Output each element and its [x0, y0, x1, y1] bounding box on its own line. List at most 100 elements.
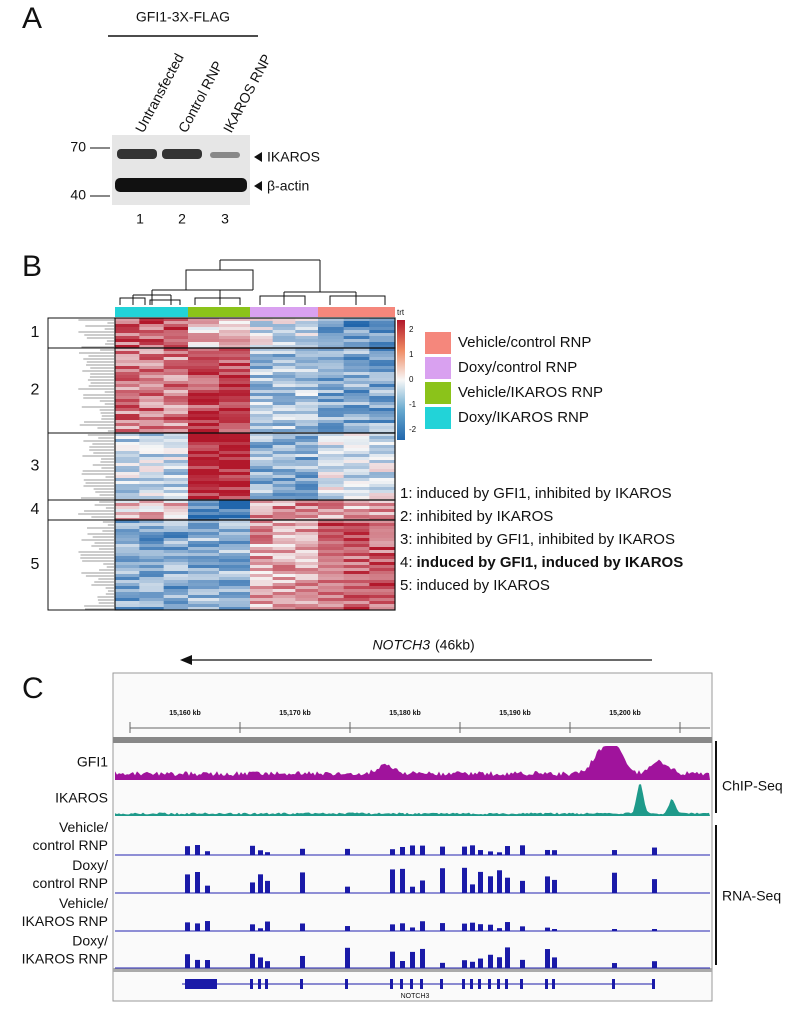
heat-cell [318, 381, 344, 385]
heat-cell [369, 487, 396, 491]
heat-cell [318, 448, 344, 452]
heat-cell [188, 574, 220, 578]
heat-cell [250, 487, 273, 491]
heat-cell [139, 402, 164, 406]
heat-cell [139, 523, 164, 527]
heat-cell [369, 426, 396, 430]
heat-cell [219, 402, 251, 406]
heat-cell [115, 577, 140, 581]
heat-cell [219, 574, 251, 578]
heat-cell [343, 580, 370, 584]
heat-cell [219, 330, 251, 334]
heat-cell [188, 589, 220, 593]
rna-signal [300, 872, 305, 893]
heat-cell [188, 429, 220, 433]
heat-cell [272, 592, 296, 596]
heat-cell [272, 321, 296, 325]
blot [112, 135, 250, 205]
heat-cell [139, 423, 164, 427]
heat-cell [343, 571, 370, 575]
heat-cell [219, 417, 251, 421]
heat-cell [295, 493, 319, 497]
heat-cell [295, 411, 319, 415]
heat-cell [219, 568, 251, 572]
heat-cell [219, 580, 251, 584]
rna-signal [258, 957, 263, 968]
heat-cell [188, 451, 220, 455]
heat-cell [188, 604, 220, 608]
rna-signal [652, 961, 657, 968]
rna-signal [440, 923, 445, 931]
heat-cell [295, 586, 319, 590]
heat-cell [272, 532, 296, 536]
heat-cell [163, 562, 189, 566]
heat-cell [139, 417, 164, 421]
heat-cell [369, 360, 396, 364]
cluster-note: 1: induced by GFI1, inhibited by IKAROS [400, 485, 672, 502]
heat-cell [343, 330, 370, 334]
heat-cell [250, 396, 273, 400]
heat-cell [115, 559, 140, 563]
heat-cell [139, 318, 164, 322]
track-label: IKAROS RNP [22, 951, 108, 967]
heat-cell [163, 529, 189, 533]
heat-cell [163, 463, 189, 467]
heat-cell [272, 595, 296, 599]
heat-cell [163, 457, 189, 461]
heat-cell [318, 414, 344, 418]
heat-cell [188, 436, 220, 440]
heat-cell [369, 372, 396, 376]
heat-cell [219, 318, 251, 322]
heat-cell [318, 475, 344, 479]
marker: 70 [70, 139, 86, 155]
note-number: 3: [400, 531, 413, 548]
heat-cell [250, 583, 273, 587]
heat-cell [295, 506, 319, 510]
browser-frame [112, 672, 713, 1002]
rna-signal [462, 923, 467, 931]
heat-cell [318, 487, 344, 491]
heat-cell [163, 414, 189, 418]
band [162, 149, 202, 159]
heat-cell [163, 336, 189, 340]
heat-cell [272, 460, 296, 464]
legend-label: Doxy/control RNP [458, 359, 577, 376]
heat-cell [250, 526, 273, 530]
heat-cell [250, 354, 273, 358]
group-bar [250, 307, 318, 317]
heat-cell [139, 366, 164, 370]
heat-cell [163, 354, 189, 358]
legend-swatch [425, 382, 451, 404]
rna-signal [545, 949, 550, 968]
heat-cell [115, 484, 140, 488]
heat-cell [188, 420, 220, 424]
heat-cell [369, 515, 396, 519]
heat-cell [163, 345, 189, 349]
heat-cell [272, 336, 296, 340]
heat-cell [272, 512, 296, 516]
rna-signal [478, 958, 483, 968]
heat-cell [163, 559, 189, 563]
heat-cell [272, 481, 296, 485]
heat-cell [188, 345, 220, 349]
heat-cell [295, 426, 319, 430]
heat-cell [163, 423, 189, 427]
heat-cell [115, 538, 140, 542]
heat-cell [115, 348, 140, 352]
heat-cell [250, 336, 273, 340]
heat-cell [318, 442, 344, 446]
heat-cell [343, 442, 370, 446]
heat-cell [139, 562, 164, 566]
heat-cell [188, 556, 220, 560]
rna-signal [265, 921, 270, 931]
exon [390, 979, 393, 989]
heat-cell [343, 472, 370, 476]
heat-cell [250, 496, 273, 500]
heat-cell [139, 601, 164, 605]
heat-cell [295, 565, 319, 569]
heat-cell [272, 405, 296, 409]
scale-title: trt [397, 308, 405, 317]
heat-cell [115, 529, 140, 533]
heat-cell [369, 336, 396, 340]
exon [300, 979, 303, 989]
